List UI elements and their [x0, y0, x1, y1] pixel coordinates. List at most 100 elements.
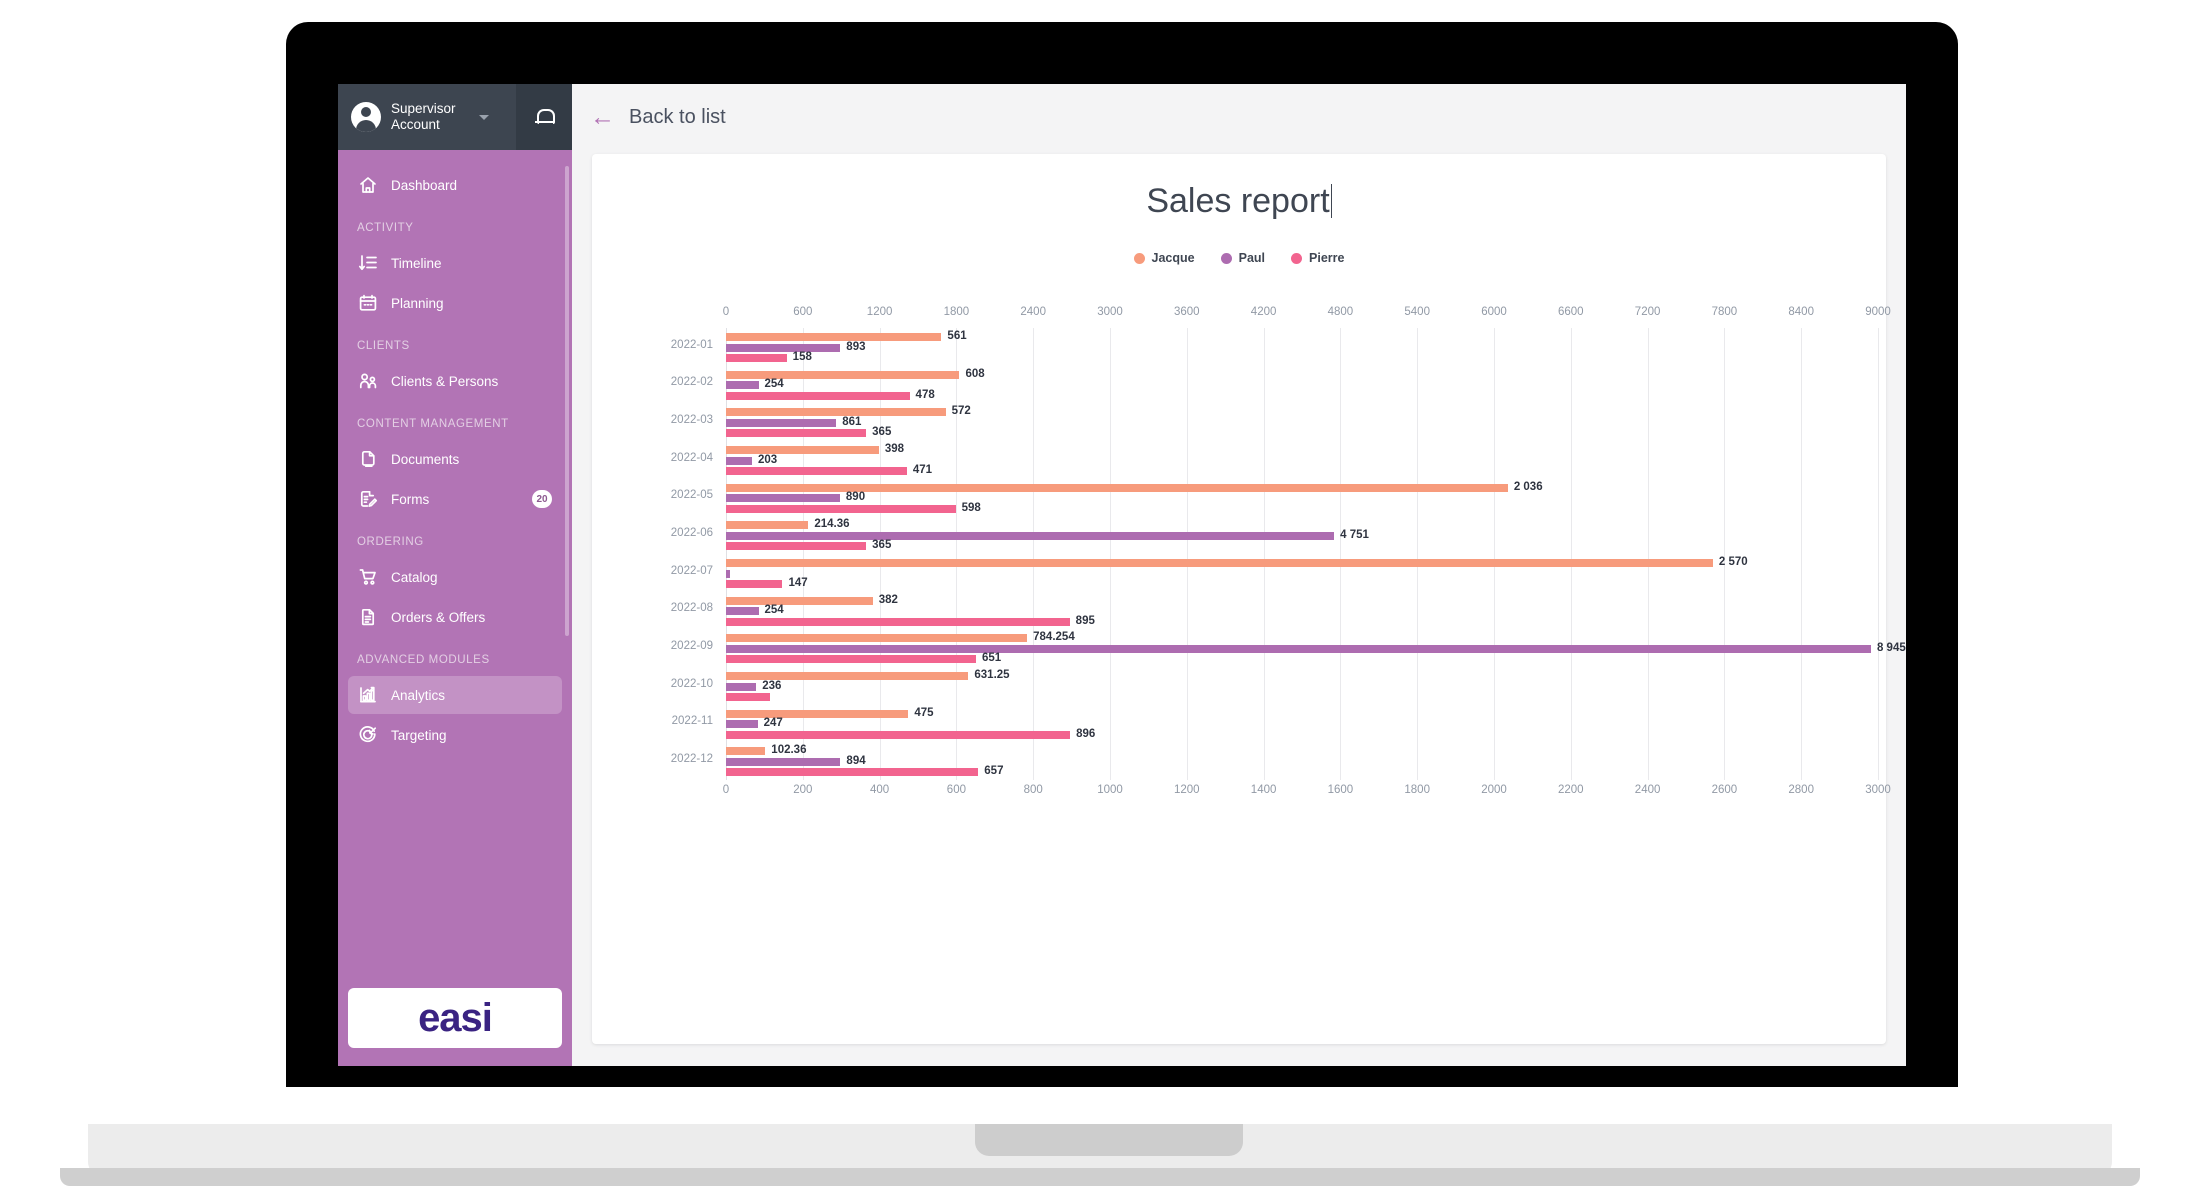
bar-jacque[interactable]	[726, 747, 766, 756]
bar-paul[interactable]	[726, 607, 759, 616]
bar-jacque[interactable]	[726, 370, 960, 379]
category-label: 2022-11	[671, 715, 713, 728]
axis-tick-label: 4800	[1327, 306, 1354, 318]
laptop-base-shadow	[60, 1168, 2140, 1186]
sidebar-item-label: Targeting	[391, 727, 447, 743]
file-icon	[357, 606, 379, 628]
gridline	[802, 328, 804, 780]
legend-label: Paul	[1238, 251, 1266, 265]
bar-paul[interactable]	[726, 531, 1335, 540]
text-cursor	[1330, 184, 1332, 218]
chevron-down-icon[interactable]	[479, 114, 489, 120]
bar-pierre[interactable]	[726, 504, 956, 513]
axis-tick-label: 1800	[943, 306, 970, 318]
sidebar-item-catalog[interactable]: Catalog	[348, 558, 562, 596]
bar-jacque[interactable]	[726, 672, 969, 680]
axis-tick-label: 9000	[1865, 306, 1891, 318]
sidebar-item-timeline[interactable]: Timeline	[348, 244, 562, 282]
sidebar-item-targeting[interactable]: Targeting	[348, 716, 562, 754]
axis-tick-label: 2400	[1020, 306, 1046, 318]
bar-paul[interactable]	[726, 494, 840, 503]
bar-pierre[interactable]	[726, 580, 783, 588]
bar-pierre[interactable]	[726, 768, 979, 777]
axis-tick-label: 0	[722, 306, 730, 318]
bar-jacque[interactable]	[726, 521, 809, 530]
people-icon	[357, 370, 379, 392]
bar-value-label: 2 570	[1718, 556, 1748, 568]
chart-rows: 2022-01 561 893 158 2022-02 608 254 478 2022-03 5…	[592, 328, 1906, 780]
app-window: Supervisor Account Dashboard ACTIVITY Time…	[338, 84, 1906, 1066]
sidebar-section-title: CONTENT MANAGEMENT	[357, 418, 509, 430]
sidebar-item-label: Planning	[391, 295, 444, 311]
bar-pierre[interactable]	[726, 391, 910, 400]
bar-pierre[interactable]	[726, 693, 771, 701]
page-topbar: ← Back to list	[572, 84, 1906, 150]
sidebar-item-dashboard[interactable]: Dashboard	[348, 166, 562, 204]
account-name: Supervisor Account	[391, 101, 456, 132]
sidebar-item-analytics[interactable]: Analytics	[348, 676, 562, 714]
category-label: 2022-05	[670, 489, 713, 502]
arrow-left-icon[interactable]: ←	[590, 102, 615, 131]
bar-pierre[interactable]	[726, 429, 867, 438]
gridline	[1801, 328, 1803, 780]
page-title[interactable]: Sales report	[592, 154, 1886, 221]
user-avatar-icon	[351, 102, 381, 132]
bar-paul[interactable]	[726, 720, 758, 729]
bar-paul[interactable]	[726, 644, 1871, 653]
bar-pierre[interactable]	[726, 655, 976, 664]
axis-tick-label: 200	[793, 784, 813, 796]
bar-paul[interactable]	[726, 682, 757, 691]
analytics-icon	[357, 684, 379, 706]
sidebar-section-title: ADVANCED MODULES	[357, 654, 490, 666]
bar-paul[interactable]	[726, 757, 841, 766]
back-to-list-link[interactable]: Back to list	[629, 105, 726, 128]
category-label: 2022-09	[670, 640, 713, 653]
bar-paul[interactable]	[726, 569, 730, 578]
bar-value-label: 2 036	[1513, 480, 1543, 493]
legend-entry-pierre[interactable]: Pierre	[1291, 251, 1344, 265]
bar-paul[interactable]	[726, 456, 752, 465]
bar-value-label: 784.254	[1033, 631, 1075, 644]
sidebar-scrollbar[interactable]	[565, 166, 569, 636]
bar-pierre[interactable]	[726, 354, 787, 362]
bar-value-label: 890	[845, 491, 866, 504]
bar-jacque[interactable]	[726, 446, 879, 454]
axis-tick-label: 800	[1023, 784, 1043, 796]
sidebar-item-forms[interactable]: Forms 20	[348, 480, 562, 518]
bar-paul[interactable]	[726, 381, 759, 390]
bar-paul[interactable]	[726, 418, 837, 427]
bar-jacque[interactable]	[726, 634, 1028, 643]
bar-jacque[interactable]	[726, 709, 909, 718]
axis-left-line	[726, 328, 727, 780]
notification-button[interactable]	[516, 84, 572, 150]
axis-tick-label: 1200	[866, 306, 893, 318]
sidebar-item-label: Timeline	[391, 255, 442, 271]
bar-pierre[interactable]	[726, 542, 867, 551]
axis-tick-label: 600	[793, 306, 813, 318]
gridline	[1340, 328, 1342, 780]
bar-paul[interactable]	[726, 343, 841, 352]
axis-tick-label: 1400	[1250, 784, 1277, 796]
bar-jacque[interactable]	[726, 333, 942, 341]
bar-jacque[interactable]	[726, 483, 1508, 492]
legend-entry-paul[interactable]: Paul	[1220, 251, 1266, 265]
target-icon	[357, 724, 379, 746]
legend-entry-jacque[interactable]: Jacque	[1133, 251, 1195, 265]
sidebar-item-planning[interactable]: Planning	[348, 284, 562, 322]
bar-pierre[interactable]	[726, 730, 1071, 739]
sidebar-item-clients-persons[interactable]: Clients & Persons	[348, 362, 562, 400]
bar-jacque[interactable]	[726, 559, 1713, 567]
legend-color-dot	[1291, 252, 1303, 264]
bar-pierre[interactable]	[726, 617, 1070, 626]
chart-row: 2022-08 382 254 895	[592, 592, 1886, 630]
sidebar-item-documents[interactable]: Documents	[348, 440, 562, 478]
bar-jacque[interactable]	[726, 408, 946, 417]
sidebar-item-orders-offers[interactable]: Orders & Offers	[348, 598, 562, 636]
category-label: 2022-03	[670, 414, 713, 427]
gridline	[879, 328, 881, 780]
chart-row: 2022-03 572 861 365	[592, 403, 1886, 441]
bar-value-label: 158	[792, 351, 812, 363]
account-menu[interactable]: Supervisor Account	[338, 84, 516, 150]
bar-pierre[interactable]	[726, 467, 907, 475]
bar-jacque[interactable]	[726, 596, 873, 605]
